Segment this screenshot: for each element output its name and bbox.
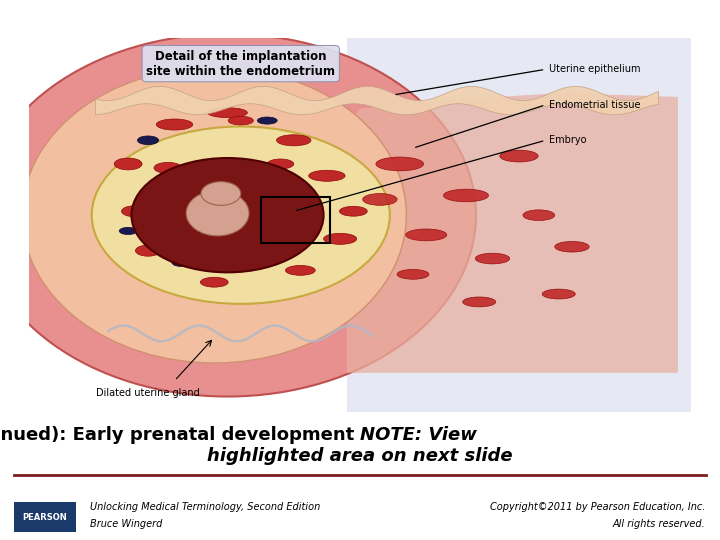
Ellipse shape [500, 150, 538, 162]
Ellipse shape [276, 135, 311, 146]
Bar [261, 198, 330, 243]
Text: Endometrial tissue: Endometrial tissue [549, 100, 640, 110]
Text: All rights reserved.: All rights reserved. [613, 519, 706, 529]
Text: Figure 17.3 (continued): Early prenatal development: Figure 17.3 (continued): Early prenatal … [0, 426, 360, 444]
Text: PEARSON: PEARSON [22, 513, 67, 522]
Text: NOTE: View: NOTE: View [360, 426, 477, 444]
Ellipse shape [323, 233, 356, 245]
Text: Uterine epithelium: Uterine epithelium [549, 64, 640, 75]
Ellipse shape [200, 277, 228, 287]
Circle shape [132, 158, 323, 272]
Text: Dilated uterine gland: Dilated uterine gland [96, 388, 200, 397]
Ellipse shape [207, 108, 248, 118]
Ellipse shape [523, 210, 554, 220]
Ellipse shape [182, 238, 207, 248]
Text: Detail of the implantation
site within the endometrium: Detail of the implantation site within t… [146, 50, 336, 78]
Ellipse shape [309, 170, 345, 181]
Ellipse shape [542, 289, 575, 299]
Ellipse shape [156, 119, 193, 130]
Ellipse shape [154, 163, 182, 173]
Text: Unlocking Medical Terminology, Second Edition: Unlocking Medical Terminology, Second Ed… [90, 502, 320, 511]
Polygon shape [347, 38, 691, 413]
Text: Copyright©2011 by Pearson Education, Inc.: Copyright©2011 by Pearson Education, Inc… [490, 502, 706, 511]
Ellipse shape [135, 245, 161, 256]
Ellipse shape [405, 229, 447, 241]
Ellipse shape [138, 136, 158, 145]
Ellipse shape [172, 259, 190, 266]
Ellipse shape [122, 206, 148, 217]
Ellipse shape [397, 269, 429, 279]
Circle shape [201, 181, 240, 205]
Ellipse shape [228, 116, 253, 125]
Text: Embryo: Embryo [549, 136, 586, 145]
Ellipse shape [463, 297, 496, 307]
Ellipse shape [376, 157, 423, 171]
Ellipse shape [554, 241, 589, 252]
Ellipse shape [444, 189, 488, 202]
Ellipse shape [285, 266, 315, 275]
Ellipse shape [475, 253, 510, 264]
Ellipse shape [91, 126, 390, 304]
Ellipse shape [186, 191, 249, 236]
Text: Bruce Wingerd: Bruce Wingerd [90, 519, 163, 529]
Ellipse shape [267, 159, 294, 169]
Ellipse shape [114, 158, 142, 170]
FancyBboxPatch shape [14, 502, 76, 532]
Polygon shape [347, 93, 678, 373]
Ellipse shape [257, 117, 277, 124]
Ellipse shape [22, 68, 406, 363]
Ellipse shape [120, 227, 137, 234]
Text: highlighted area on next slide: highlighted area on next slide [207, 447, 513, 465]
Ellipse shape [363, 193, 397, 205]
Ellipse shape [339, 206, 367, 216]
Ellipse shape [0, 34, 476, 396]
